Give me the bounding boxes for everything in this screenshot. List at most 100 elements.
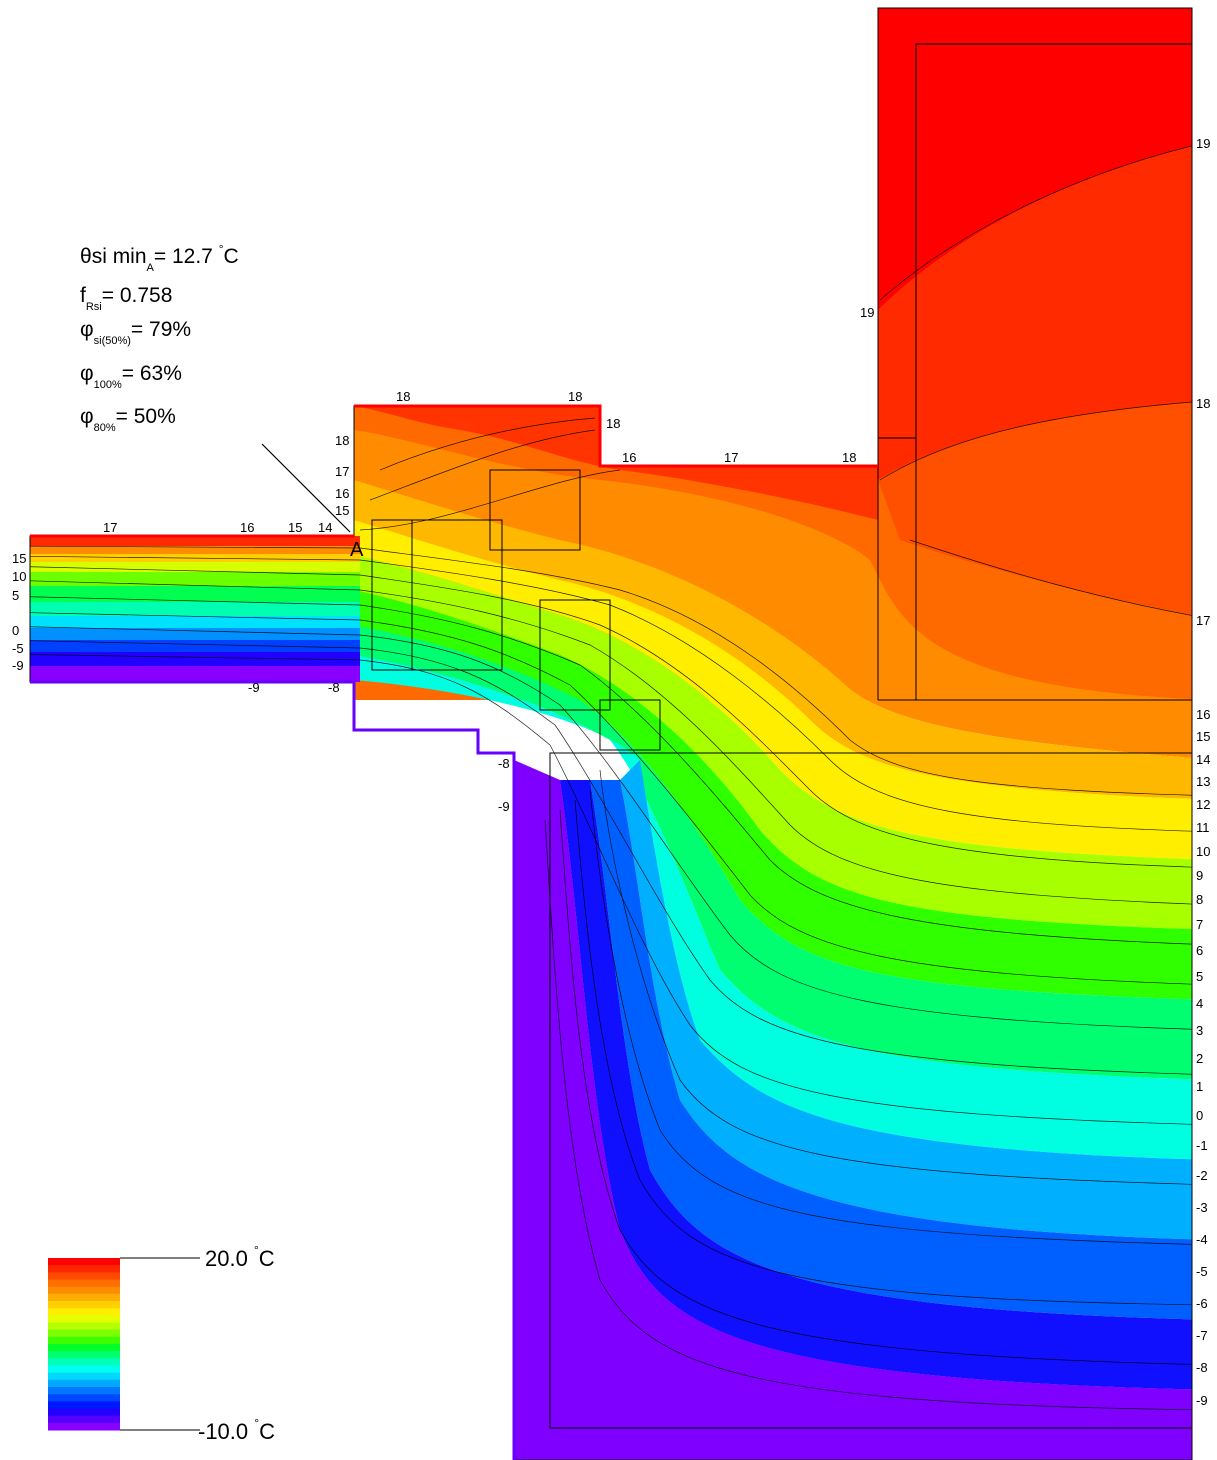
phi-symbol: φ: [80, 362, 94, 385]
theta-subscript: A: [146, 262, 154, 274]
left-contour-label: 0: [12, 623, 19, 638]
phi-symbol: φ: [80, 405, 94, 428]
f-value: = 0.758: [101, 284, 173, 307]
right-contour-label: 6: [1196, 943, 1203, 958]
legend-min-unit: C: [259, 1419, 275, 1444]
point-a-pointer: [261, 443, 351, 533]
phi-100-result: φ100%= 63%: [80, 362, 182, 391]
theta-value: = 12.7: [153, 245, 213, 268]
theta-si-min-result: θsi minA= 12.7 °C: [80, 242, 239, 274]
legend-stripe: [48, 1336, 120, 1345]
frame-contour-label: 16: [335, 486, 349, 501]
right-contour-label: -8: [1196, 1360, 1208, 1375]
legend-stripe: [48, 1265, 120, 1273]
frame-contour-label: 18: [842, 450, 856, 465]
right-contour-label: -6: [1196, 1296, 1208, 1311]
phi1-subscript: si(50%): [93, 335, 131, 347]
legend-stripe: [48, 1308, 120, 1316]
phi-si50-result: φsi(50%)= 79%: [80, 318, 191, 347]
left-contour-labels: 15 10 5 0 -5 -9: [12, 551, 26, 673]
legend-max-degree: °: [253, 1243, 259, 1257]
isotherm-lines: [30, 139, 1192, 1411]
frame-contour-label: 18: [606, 416, 620, 431]
right-contour-label: -9: [1196, 1393, 1208, 1408]
right-contour-label: 12: [1196, 797, 1210, 812]
frame-contour-label: 19: [860, 305, 874, 320]
right-contour-label: 11: [1196, 820, 1210, 835]
legend-stripes: [48, 1258, 120, 1431]
right-contour-label: 10: [1196, 844, 1210, 859]
legend-stripe: [48, 1293, 120, 1302]
legend-stripe: [48, 1372, 120, 1381]
right-contour-labels: 191817161514131211109876543210-1-2-3-4-5…: [1196, 136, 1210, 1408]
legend-stripe: [48, 1351, 120, 1359]
frame-contour-labels: 18 18 18 18 17 16 15 16 17 18 19 -9 -8 -8 -9: [248, 305, 874, 814]
phi3-subscript: 80%: [93, 422, 116, 434]
frame-contour-label: 18: [335, 433, 349, 448]
right-contour-label: 5: [1196, 969, 1203, 984]
phi-80-result: φ80%= 50%: [80, 405, 176, 434]
legend-stripe: [48, 1365, 120, 1374]
theta-degree: °: [218, 242, 224, 256]
frame-contour-label: 18: [568, 389, 582, 404]
legend-min-label: -10.0 °C: [198, 1416, 275, 1445]
legend-stripe: [48, 1358, 120, 1366]
right-contour-label: 7: [1196, 917, 1203, 932]
right-contour-label: 16: [1196, 707, 1210, 722]
legend-max-unit: C: [258, 1246, 275, 1271]
right-contour-label: -3: [1196, 1200, 1208, 1215]
right-contour-label: 15: [1196, 729, 1210, 744]
frame-contour-label: 17: [335, 464, 349, 479]
legend-stripe: [48, 1387, 120, 1395]
legend-stripe: [48, 1286, 120, 1295]
theta-label: si min: [91, 245, 147, 268]
frame-contour-label: -9: [498, 799, 510, 814]
right-contour-label: 2: [1196, 1051, 1203, 1066]
f-label: f: [80, 284, 86, 307]
right-contour-label: 18: [1196, 396, 1210, 411]
right-contour-label: -7: [1196, 1328, 1208, 1343]
right-contour-label: 9: [1196, 868, 1203, 883]
right-contour-label: 1: [1196, 1079, 1203, 1094]
legend-max-value: 20.0: [205, 1246, 248, 1271]
legend-stripe: [48, 1322, 120, 1331]
legend-stripe: [48, 1301, 120, 1309]
frame-contour-label: 17: [724, 450, 738, 465]
legend-min-value: -10.0: [198, 1419, 249, 1444]
right-contour-label: -2: [1196, 1168, 1208, 1183]
cold-boundary: [30, 680, 516, 1460]
legend-stripe: [48, 1379, 120, 1388]
legend-stripe: [48, 1415, 120, 1424]
frame-contour-label: 16: [622, 450, 636, 465]
phi2-value: = 63%: [121, 362, 182, 385]
legend-stripe: [48, 1329, 120, 1338]
legend-min-degree: °: [254, 1416, 260, 1430]
legend-max-label: 20.0 °C: [205, 1243, 275, 1272]
slab-contour-label: 15: [288, 520, 302, 535]
f-subscript: Rsi: [85, 301, 102, 313]
slab-contour-labels: 17 16 15 14: [103, 520, 332, 535]
slab-contour-label: 17: [103, 520, 117, 535]
slab-contour-label: 16: [240, 520, 254, 535]
right-contour-label: -1: [1196, 1138, 1208, 1153]
legend-stripe: [48, 1344, 120, 1352]
right-contour-label: 0: [1196, 1108, 1203, 1123]
right-contour-label: -5: [1196, 1264, 1208, 1279]
frame-contour-label: -9: [248, 680, 260, 695]
left-contour-label: 10: [12, 569, 26, 584]
right-contour-label: 17: [1196, 613, 1210, 628]
legend-stripe: [48, 1279, 120, 1288]
frame-contour-label: 15: [335, 503, 349, 518]
legend-stripe: [48, 1315, 120, 1323]
phi3-value: = 50%: [115, 405, 176, 428]
frame-contour-label: -8: [328, 680, 340, 695]
right-contour-label: 4: [1196, 996, 1203, 1011]
left-contour-label: -9: [12, 658, 24, 673]
frame-contour-label: 18: [396, 389, 410, 404]
warm-boundary: [30, 404, 878, 538]
left-contour-label: 5: [12, 588, 19, 603]
right-contour-label: 14: [1196, 752, 1210, 767]
slab-contour-label: 14: [318, 520, 332, 535]
